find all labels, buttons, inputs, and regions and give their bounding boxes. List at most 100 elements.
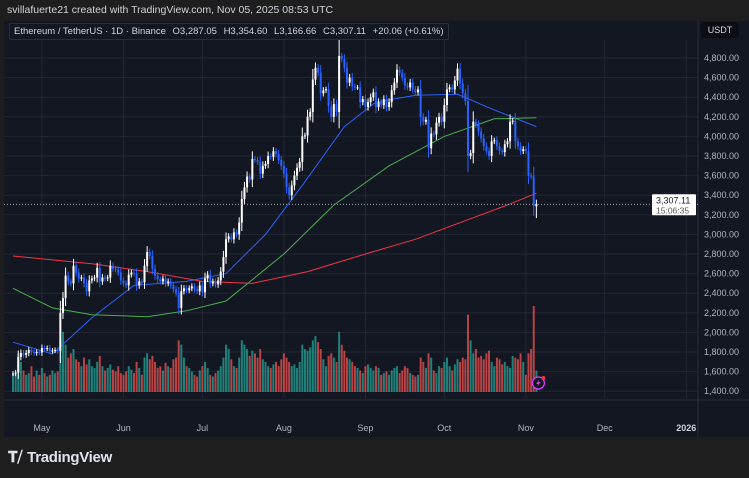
y-tick-label: 3,600.00 <box>704 171 739 181</box>
candle <box>19 349 22 361</box>
tradingview-logo[interactable]: 𝐓⧸ TradingView <box>8 449 112 466</box>
y-tick-label: 4,200.00 <box>704 112 739 122</box>
candle <box>172 281 175 293</box>
price-change: +20.06 (+0.61%) <box>372 26 444 37</box>
candle <box>498 142 501 155</box>
volume-bar <box>519 353 522 392</box>
candle <box>364 94 367 112</box>
candle <box>464 88 467 106</box>
candle <box>185 285 188 294</box>
volume-bar <box>251 350 254 392</box>
candle-body <box>264 163 267 166</box>
candle <box>293 170 296 191</box>
volume-bar <box>456 359 459 392</box>
candle-body <box>46 348 49 350</box>
volume-bar <box>240 340 243 392</box>
candle-body <box>75 265 78 273</box>
candle <box>201 281 204 297</box>
candle-body <box>440 116 443 122</box>
candle <box>235 229 238 238</box>
candle <box>267 151 270 169</box>
candle-body <box>485 146 488 152</box>
volume-bar <box>214 373 217 392</box>
volume-bar <box>90 366 93 392</box>
volume-bar <box>219 366 222 392</box>
volume-bar <box>106 367 109 392</box>
volume-bar <box>72 349 75 392</box>
candle-body <box>401 72 404 78</box>
candle-body <box>298 161 301 168</box>
volume-bar <box>132 373 135 392</box>
volume-bar <box>374 366 377 392</box>
candle <box>64 267 67 307</box>
candle-body <box>393 82 396 91</box>
candle <box>493 137 496 144</box>
candle-body <box>317 67 320 73</box>
candle-body <box>322 90 325 94</box>
candle <box>203 272 206 299</box>
symbol-legend[interactable]: Ethereum / TetherUS · 1D · Binance O3,28… <box>9 23 449 40</box>
candle-body <box>90 278 93 281</box>
volume-bar <box>172 359 175 392</box>
candle <box>532 166 535 216</box>
candle <box>351 72 354 92</box>
volume-bar <box>280 359 283 392</box>
volume-bar <box>38 374 41 392</box>
candle <box>182 285 185 295</box>
volume-bar <box>69 353 72 392</box>
volume-bar <box>343 350 346 392</box>
candle-body <box>453 80 456 90</box>
volume-bar <box>509 367 512 392</box>
candle <box>219 266 222 286</box>
candle <box>417 86 420 96</box>
lightning-alert-icon[interactable] <box>531 376 546 390</box>
y-tick-label: 2,000.00 <box>704 327 739 337</box>
candle <box>240 190 243 231</box>
candle-body <box>114 268 117 270</box>
candle <box>330 100 333 122</box>
candle-body <box>209 274 212 284</box>
volume-bar <box>451 370 454 392</box>
candle-body <box>203 278 206 293</box>
volume-bar <box>267 366 270 392</box>
candle <box>319 65 322 101</box>
candle-body <box>511 120 514 122</box>
candle <box>88 275 91 297</box>
candle-body <box>227 236 230 240</box>
candle <box>474 118 477 128</box>
volume-bar <box>359 370 362 392</box>
candle <box>280 156 283 170</box>
volume-bar <box>27 373 30 392</box>
volume-bar <box>324 366 327 392</box>
candle <box>309 108 312 121</box>
volume-bar <box>140 374 143 392</box>
candle-body <box>17 356 20 373</box>
candle-body <box>469 153 472 156</box>
candle-body <box>85 283 88 292</box>
volume-bar <box>285 357 288 392</box>
volume-bar <box>156 367 159 392</box>
candle <box>403 73 406 90</box>
candle-body <box>43 348 46 350</box>
moving-average-line-ma_fast <box>12 93 537 355</box>
volume-bar <box>490 361 493 392</box>
volume-bar <box>409 373 412 392</box>
candle <box>393 78 396 95</box>
candle-body <box>374 92 377 107</box>
candle <box>440 113 443 126</box>
candle-body <box>98 267 101 282</box>
volume-bar <box>406 367 409 392</box>
candle <box>98 261 101 288</box>
x-tick-label: Oct <box>437 423 452 433</box>
volume-bar <box>317 342 320 392</box>
candle-body <box>175 289 178 294</box>
candle-body <box>19 352 22 357</box>
currency-button[interactable]: USDT <box>701 22 739 38</box>
candle <box>211 278 214 287</box>
candle <box>69 278 72 287</box>
candle-body <box>524 149 527 152</box>
volume-bar <box>64 344 67 392</box>
y-tick-label: 3,200.00 <box>704 210 739 220</box>
candle <box>469 149 472 160</box>
